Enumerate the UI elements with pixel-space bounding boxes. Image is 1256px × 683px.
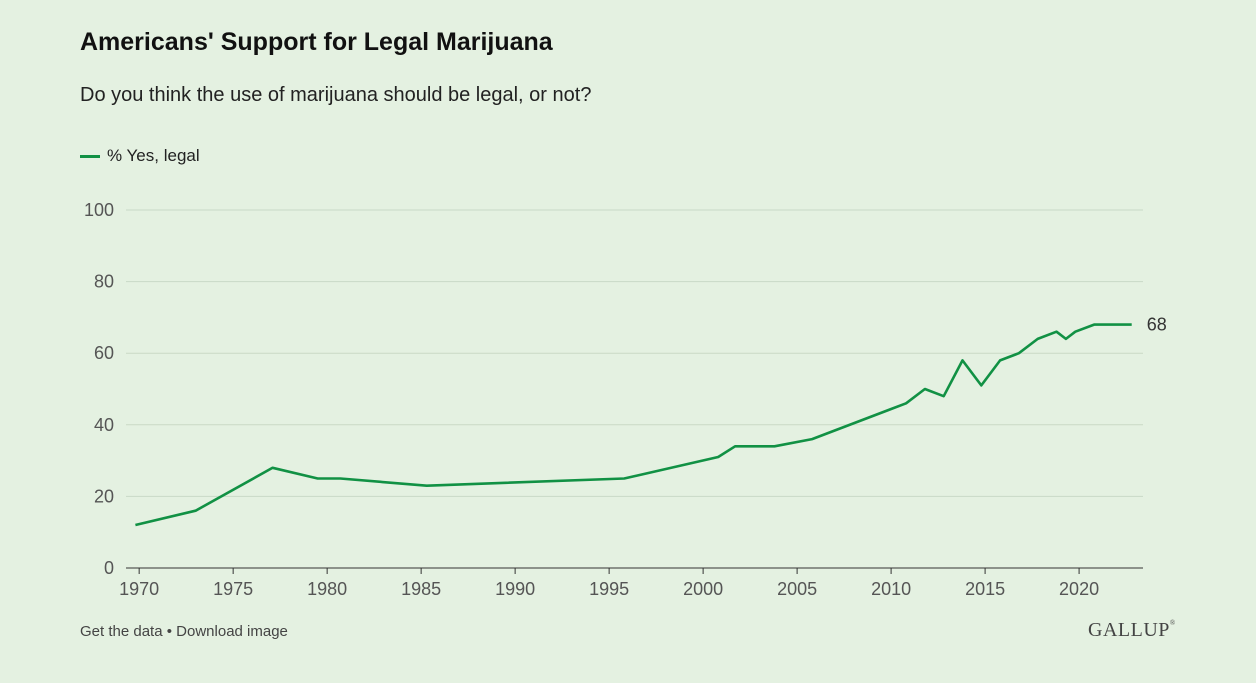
y-tick-label: 100 (84, 200, 114, 220)
chart-subtitle: Do you think the use of marijuana should… (80, 84, 592, 106)
gallup-logo: GALLUP® (1088, 619, 1176, 641)
end-value-label: 68 (1147, 315, 1167, 335)
x-tick-label: 2020 (1059, 579, 1099, 599)
x-tick-label: 1985 (401, 579, 441, 599)
footer-separator: • (166, 623, 172, 640)
x-tick-label: 1980 (307, 579, 347, 599)
y-tick-label: 60 (94, 343, 114, 363)
download-image-link[interactable]: Download image (176, 623, 288, 640)
legend-swatch (80, 154, 100, 158)
x-tick-label: 2015 (965, 579, 1005, 599)
footer-links: Get the data • Download image (80, 623, 288, 640)
y-tick-label: 80 (94, 272, 114, 292)
legend-label: % Yes, legal (107, 146, 200, 165)
x-tick-label: 2005 (777, 579, 817, 599)
y-tick-label: 40 (94, 415, 114, 435)
x-tick-label: 2000 (683, 579, 723, 599)
x-tick-label: 1970 (119, 579, 159, 599)
x-tick-label: 1990 (495, 579, 535, 599)
series-line (135, 323, 1132, 527)
x-tick-label: 1995 (589, 579, 629, 599)
y-tick-label: 20 (94, 486, 114, 506)
x-tick-label: 1975 (213, 579, 253, 599)
y-tick-label: 0 (104, 558, 114, 578)
get-data-link[interactable]: Get the data (80, 623, 163, 640)
x-tick-label: 2010 (871, 579, 911, 599)
chart-title: Americans' Support for Legal Marijuana (80, 28, 553, 56)
legend: % Yes, legal (80, 146, 200, 166)
